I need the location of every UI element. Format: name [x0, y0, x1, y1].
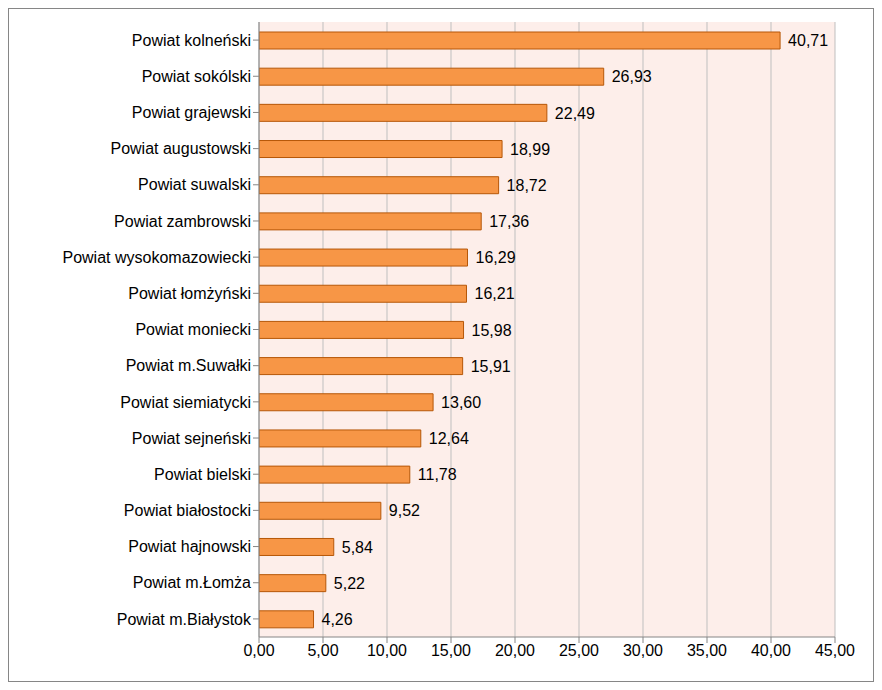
svg-text:Powiat hajnowski: Powiat hajnowski: [128, 538, 251, 555]
svg-text:17,36: 17,36: [489, 213, 529, 230]
svg-text:5,22: 5,22: [334, 575, 365, 592]
svg-text:18,72: 18,72: [507, 177, 547, 194]
svg-text:13,60: 13,60: [441, 394, 481, 411]
svg-text:16,21: 16,21: [474, 285, 514, 302]
svg-text:Powiat m.Białystok: Powiat m.Białystok: [117, 611, 252, 628]
svg-text:Powiat kolneński: Powiat kolneński: [132, 32, 251, 49]
svg-text:11,78: 11,78: [418, 466, 457, 483]
svg-text:20,00: 20,00: [495, 642, 535, 659]
svg-text:30,00: 30,00: [623, 642, 663, 659]
svg-text:Powiat moniecki: Powiat moniecki: [135, 321, 251, 338]
svg-text:26,93: 26,93: [612, 68, 652, 85]
svg-text:Powiat bielski: Powiat bielski: [154, 466, 251, 483]
svg-text:Powiat sejneński: Powiat sejneński: [132, 430, 251, 447]
svg-text:35,00: 35,00: [687, 642, 727, 659]
svg-text:5,00: 5,00: [307, 642, 338, 659]
svg-text:25,00: 25,00: [559, 642, 599, 659]
svg-text:Powiat łomżyński: Powiat łomżyński: [128, 285, 251, 302]
svg-text:5,84: 5,84: [342, 539, 373, 556]
svg-text:Powiat siemiatycki: Powiat siemiatycki: [120, 394, 251, 411]
svg-text:40,00: 40,00: [751, 642, 791, 659]
svg-text:18,99: 18,99: [510, 141, 550, 158]
svg-text:10,00: 10,00: [367, 642, 407, 659]
svg-text:Powiat grajewski: Powiat grajewski: [132, 104, 251, 121]
svg-text:22,49: 22,49: [555, 105, 595, 122]
svg-text:Powiat m.Suwałki: Powiat m.Suwałki: [126, 357, 251, 374]
svg-text:15,98: 15,98: [472, 322, 512, 339]
svg-text:Powiat m.Łomża: Powiat m.Łomża: [133, 574, 251, 591]
svg-text:15,91: 15,91: [471, 358, 511, 375]
svg-text:45,00: 45,00: [815, 642, 855, 659]
svg-text:Powiat wysokomazowiecki: Powiat wysokomazowiecki: [62, 249, 251, 266]
svg-text:40,71: 40,71: [788, 32, 828, 49]
svg-text:0,00: 0,00: [243, 642, 274, 659]
svg-text:12,64: 12,64: [429, 430, 469, 447]
svg-text:Powiat sokólski: Powiat sokólski: [142, 68, 251, 85]
svg-text:9,52: 9,52: [389, 502, 420, 519]
svg-text:15,00: 15,00: [431, 642, 471, 659]
svg-text:16,29: 16,29: [476, 249, 516, 266]
svg-text:Powiat białostocki: Powiat białostocki: [124, 502, 251, 519]
svg-text:Powiat suwalski: Powiat suwalski: [138, 176, 251, 193]
svg-text:4,26: 4,26: [322, 611, 353, 628]
svg-text:Powiat augustowski: Powiat augustowski: [110, 140, 251, 157]
svg-text:Powiat zambrowski: Powiat zambrowski: [114, 213, 251, 230]
